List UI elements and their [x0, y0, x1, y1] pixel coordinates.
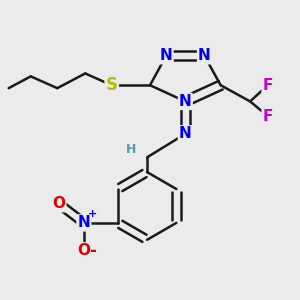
Text: F: F — [262, 109, 273, 124]
Text: -: - — [89, 242, 96, 260]
Text: O: O — [52, 196, 65, 211]
Text: N: N — [77, 215, 90, 230]
Text: N: N — [160, 48, 172, 63]
Text: H: H — [126, 143, 136, 157]
Text: N: N — [179, 126, 192, 141]
Text: F: F — [262, 78, 273, 93]
Text: N: N — [198, 48, 211, 63]
Text: O: O — [77, 243, 90, 258]
Text: S: S — [106, 76, 118, 94]
Text: +: + — [88, 209, 97, 219]
Text: N: N — [179, 94, 192, 109]
